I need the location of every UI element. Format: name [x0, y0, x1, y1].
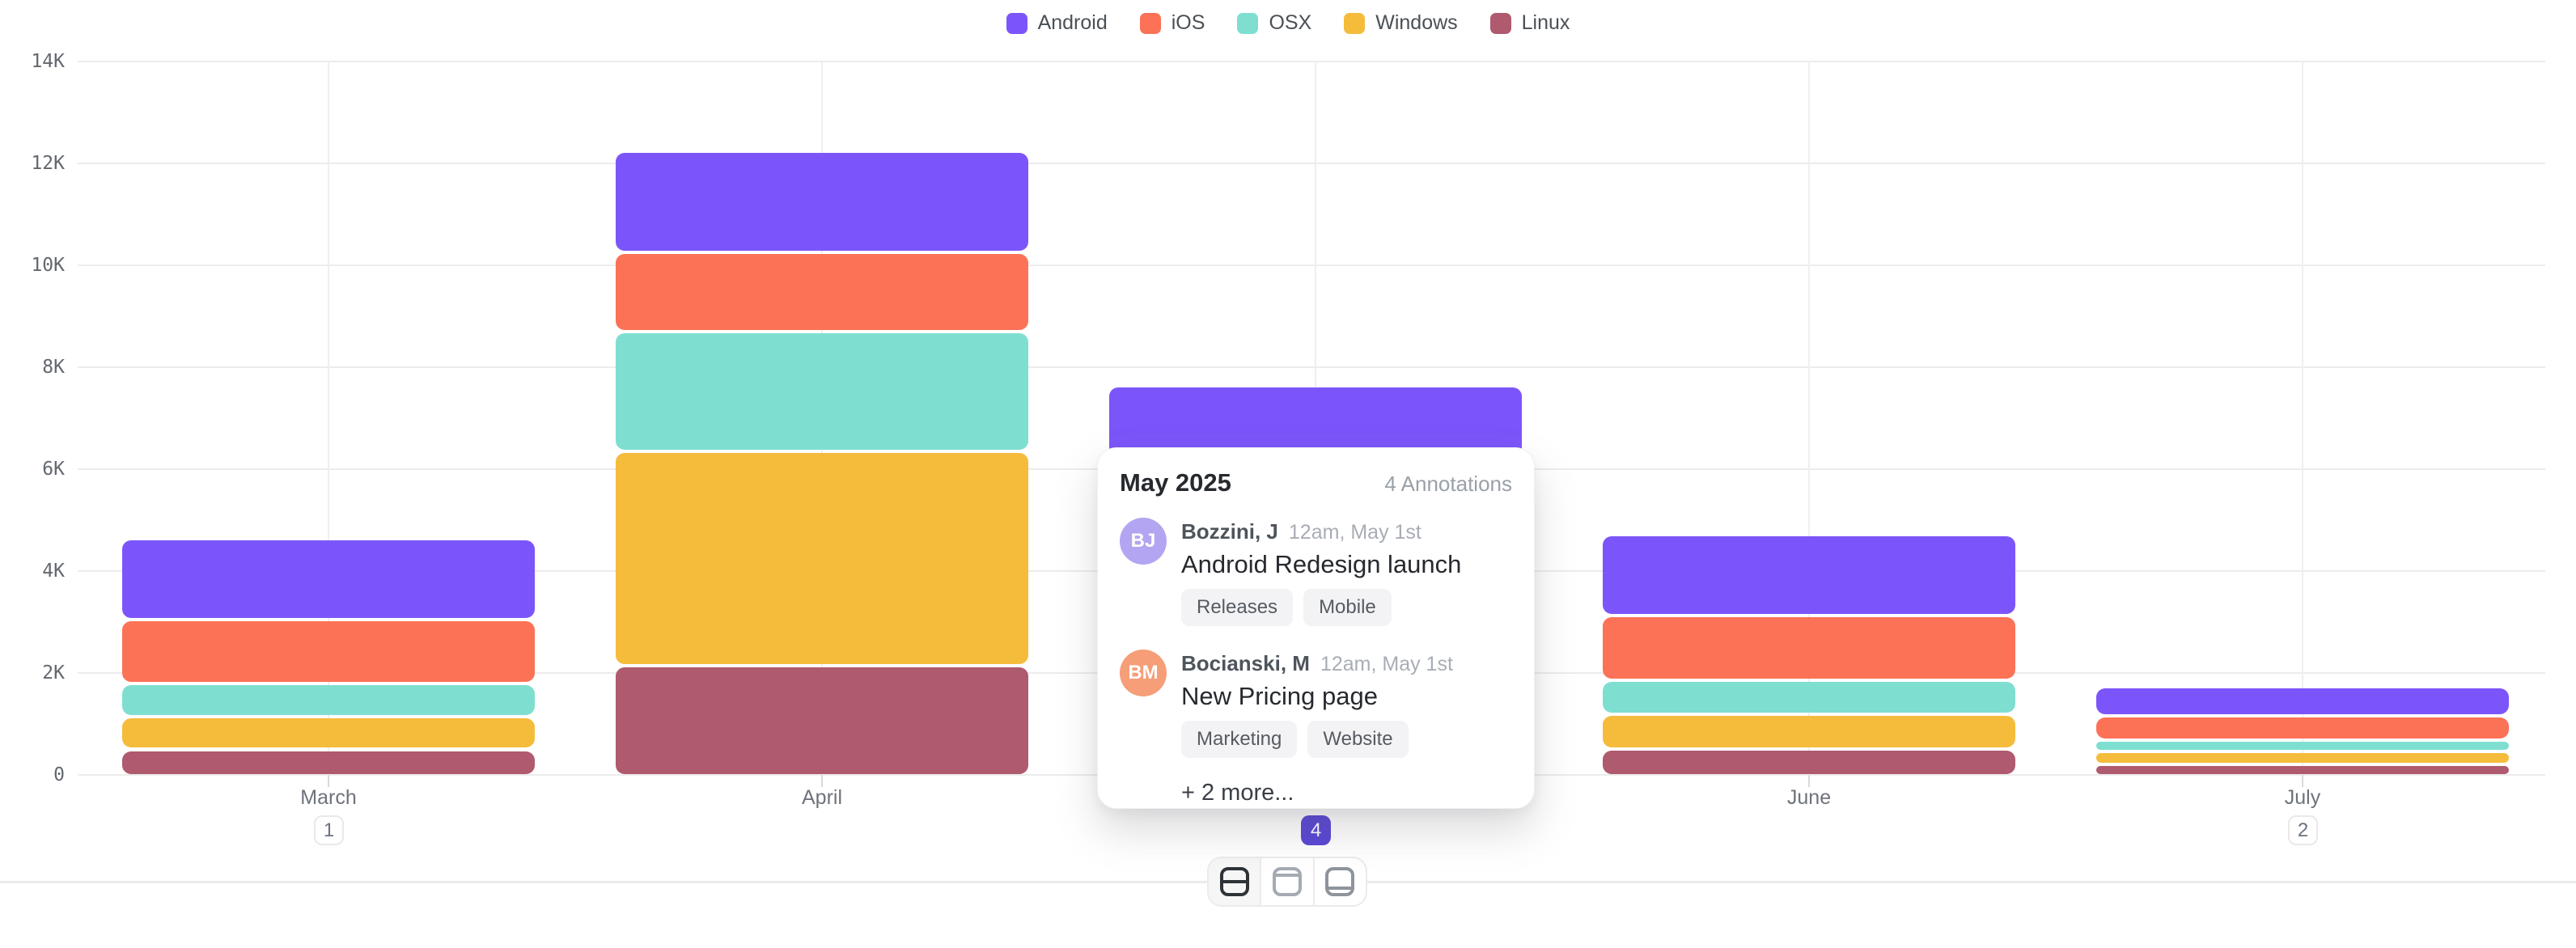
legend-item-android[interactable]: Android [1006, 11, 1108, 35]
linux-swatch-icon [1489, 12, 1511, 34]
y-axis-label: 2K [42, 662, 65, 683]
gridline-horizontal [78, 265, 2545, 266]
gridline-vertical [328, 61, 329, 775]
gridline-horizontal [78, 61, 2545, 62]
y-axis-label: 0 [53, 764, 65, 785]
bar-segment-linux-july[interactable] [2096, 765, 2509, 774]
legend-item-ios[interactable]: iOS [1139, 11, 1205, 35]
user-avatar: BM [1120, 650, 1167, 696]
y-axis-label: 6K [42, 459, 65, 480]
y-axis-label: 8K [42, 357, 65, 378]
bar-segment-windows-march[interactable] [122, 717, 535, 748]
bar-segment-linux-april[interactable] [616, 667, 1028, 774]
bar-segment-osx-june[interactable] [1603, 681, 2015, 713]
annotation-body: Bocianski, M 12am, May 1st New Pricing pag… [1181, 650, 1453, 758]
osx-swatch-icon [1237, 12, 1259, 34]
legend-label: iOS [1171, 11, 1205, 34]
bar-segment-osx-april[interactable] [616, 332, 1028, 450]
chart-legend: Android iOS OSX Windows Linux [0, 11, 2576, 35]
bar-segment-android-july[interactable] [2096, 688, 2509, 714]
gridline-vertical [1808, 61, 1810, 775]
annotation-tag[interactable]: Website [1307, 721, 1409, 758]
x-axis-label: March [300, 786, 357, 809]
bar-segment-osx-march[interactable] [122, 684, 535, 715]
annotation-tag[interactable]: Mobile [1303, 589, 1392, 626]
legend-item-windows[interactable]: Windows [1344, 11, 1458, 35]
annotation-item[interactable]: BM Bocianski, M 12am, May 1st New Pricing p… [1120, 650, 1512, 758]
annotations-popover[interactable]: May 2025 4 Annotations BJ Bozzini, J 12am,… [1097, 447, 1535, 809]
legend-label: Android [1037, 11, 1108, 34]
bar-segment-windows-july[interactable] [2096, 753, 2509, 763]
bar-segment-android-april[interactable] [616, 153, 1028, 252]
gridline-horizontal [78, 366, 2545, 368]
bar-segment-ios-april[interactable] [616, 254, 1028, 330]
annotation-text: New Pricing page [1181, 682, 1378, 710]
annotation-tags: Marketing Website [1181, 721, 1453, 758]
annotation-time: 12am, May 1st [1288, 521, 1421, 544]
x-axis-label: June [1786, 786, 1832, 809]
annotation-body: Bozzini, J 12am, May 1st Android Redesign … [1181, 518, 1461, 626]
annotation-tag[interactable]: Marketing [1181, 721, 1298, 758]
legend-label: OSX [1269, 11, 1312, 34]
windows-swatch-icon [1344, 12, 1366, 34]
annotation-count-badge-july[interactable]: 2 [2288, 815, 2318, 845]
annotation-count-badge-may[interactable]: 4 [1301, 815, 1331, 845]
y-axis-label: 12K [31, 153, 65, 174]
show-more-annotations-link[interactable]: + 2 more... [1181, 780, 1294, 806]
annotation-meta: Bozzini, J 12am, May 1st [1181, 519, 1461, 544]
annotation-text: Android Redesign launch [1181, 550, 1462, 578]
annotation-tag[interactable]: Releases [1181, 589, 1294, 626]
legend-item-osx[interactable]: OSX [1237, 11, 1311, 35]
gridline-vertical [2302, 61, 2303, 775]
ios-swatch-icon [1139, 12, 1161, 34]
popover-annotation-count: 4 Annotations [1384, 472, 1512, 496]
annotation-time: 12am, May 1st [1320, 653, 1453, 675]
annotation-meta: Bocianski, M 12am, May 1st [1181, 651, 1453, 676]
annotation-count-badge-march[interactable]: 1 [314, 815, 344, 845]
bar-segment-ios-march[interactable] [122, 620, 535, 682]
y-axis-label: 4K [42, 561, 65, 582]
split-bottom-icon [1325, 867, 1355, 896]
bar-segment-ios-june[interactable] [1603, 616, 2015, 679]
split-top-icon [1272, 867, 1302, 896]
bar-segment-android-june[interactable] [1603, 536, 2015, 614]
y-axis-label: 14K [31, 51, 65, 72]
x-axis-tick [2302, 775, 2303, 787]
layout-split-bottom-button[interactable] [1312, 858, 1366, 905]
bar-segment-android-march[interactable] [122, 540, 535, 618]
annotation-tags: Releases Mobile [1181, 589, 1461, 626]
x-axis-tick [1808, 775, 1810, 787]
layout-split-top-button[interactable] [1260, 858, 1312, 905]
bar-segment-linux-june[interactable] [1603, 750, 2015, 774]
y-axis-label: 10K [31, 255, 65, 276]
user-avatar: BJ [1120, 518, 1167, 565]
annotation-author: Bocianski, M [1181, 651, 1310, 675]
x-axis-label: July [2284, 786, 2321, 809]
layout-split-middle-button[interactable] [1209, 858, 1260, 905]
bar-segment-ios-july[interactable] [2096, 717, 2509, 739]
bar-segment-osx-july[interactable] [2096, 742, 2509, 751]
layout-switcher [1207, 857, 1367, 907]
legend-label: Windows [1375, 11, 1458, 34]
popover-title: May 2025 [1120, 468, 1231, 497]
popover-header: May 2025 4 Annotations [1120, 468, 1512, 497]
legend-item-linux[interactable]: Linux [1489, 11, 1570, 35]
annotation-item[interactable]: BJ Bozzini, J 12am, May 1st Android Redesig… [1120, 518, 1512, 626]
split-middle-icon [1219, 867, 1249, 896]
bar-segment-linux-march[interactable] [122, 751, 535, 774]
annotation-list: BJ Bozzini, J 12am, May 1st Android Redesig… [1120, 518, 1512, 758]
bar-segment-windows-june[interactable] [1603, 716, 2015, 747]
android-swatch-icon [1006, 12, 1027, 34]
gridline-horizontal [78, 163, 2545, 164]
annotation-author: Bozzini, J [1181, 519, 1278, 544]
x-axis-tick [821, 775, 823, 787]
x-axis-label: April [801, 786, 842, 809]
legend-label: Linux [1521, 11, 1570, 34]
x-axis-tick [328, 775, 329, 787]
bar-segment-windows-april[interactable] [616, 452, 1028, 664]
